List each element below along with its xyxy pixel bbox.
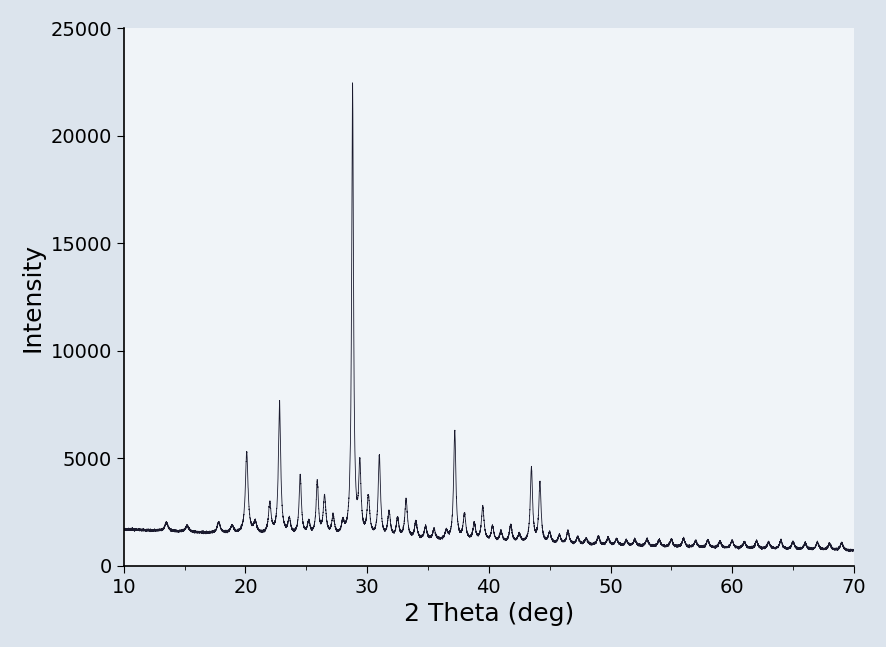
X-axis label: 2 Theta (deg): 2 Theta (deg) bbox=[403, 602, 573, 626]
Y-axis label: Intensity: Intensity bbox=[20, 243, 45, 351]
